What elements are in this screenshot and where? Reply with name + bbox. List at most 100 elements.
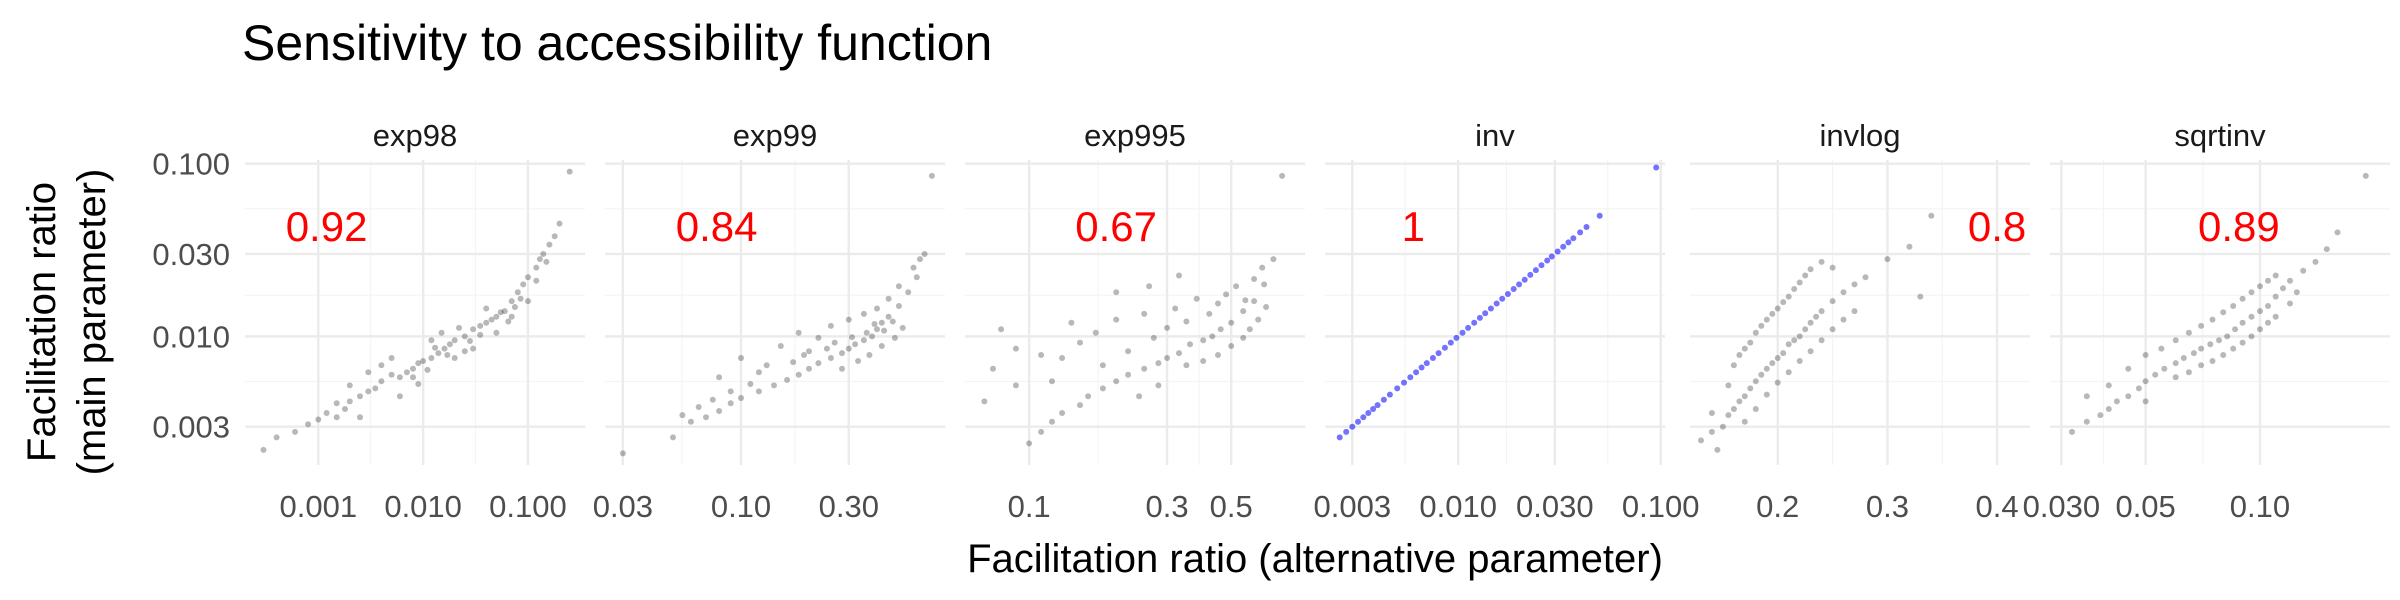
data-point <box>1172 305 1179 312</box>
data-point <box>1813 313 1820 320</box>
data-point <box>1752 378 1759 385</box>
correlation-label-exp98: 0.92 <box>286 203 368 250</box>
data-point <box>2185 369 2192 376</box>
data-point <box>1113 289 1120 296</box>
data-point <box>388 355 395 361</box>
data-point <box>1785 293 1792 300</box>
data-point <box>1725 412 1732 419</box>
data-point <box>1791 286 1798 292</box>
data-point <box>470 326 477 333</box>
data-point <box>881 327 888 334</box>
data-point <box>695 404 702 410</box>
data-point <box>357 393 363 400</box>
data-point <box>1228 343 1235 349</box>
data-point <box>1708 410 1715 416</box>
data-point <box>435 350 442 357</box>
data-point <box>2248 313 2255 320</box>
data-point <box>2265 277 2271 284</box>
data-point <box>396 374 403 381</box>
data-point <box>566 168 573 175</box>
data-point <box>827 355 834 361</box>
data-point <box>2220 352 2227 358</box>
data-point <box>1155 360 1162 367</box>
data-point <box>1719 423 1726 430</box>
data-point <box>849 334 855 341</box>
data-point <box>2198 345 2205 352</box>
x-tick-label: 0.30 <box>819 489 879 524</box>
data-point <box>2257 283 2263 290</box>
data-point <box>2300 267 2307 274</box>
data-point <box>738 355 744 361</box>
data-point <box>1077 339 1083 346</box>
data-point <box>2280 285 2286 292</box>
data-point <box>2287 277 2293 284</box>
data-point <box>1441 344 1448 351</box>
data-point <box>1355 418 1361 425</box>
data-point <box>885 295 892 302</box>
data-point <box>2083 393 2090 400</box>
y-axis-title-line-1: Facilitation ratio <box>20 182 64 462</box>
facet-label-exp98: exp98 <box>373 118 457 153</box>
data-point <box>790 359 797 366</box>
data-point <box>703 414 709 421</box>
data-point <box>1077 402 1083 409</box>
data-point <box>1527 271 1534 278</box>
data-point <box>827 322 834 329</box>
data-point <box>1240 334 1247 341</box>
data-point <box>2239 339 2246 346</box>
data-point <box>1577 229 1584 236</box>
data-point <box>1532 267 1539 274</box>
data-point <box>1829 326 1836 333</box>
x-tick-label: 0.2 <box>1756 489 1799 524</box>
data-point <box>451 337 458 344</box>
data-point <box>727 400 734 407</box>
data-point <box>1059 410 1066 416</box>
correlation-label-exp995: 0.67 <box>1075 203 1157 250</box>
data-point <box>2097 412 2104 419</box>
data-point <box>2158 345 2165 352</box>
data-point <box>305 421 312 428</box>
data-point <box>536 256 543 263</box>
chart-panels: exp98 0.001 0.010 0.100 0.92 exp99 0.03 0.10 0.3… <box>245 118 2390 524</box>
data-point <box>1548 253 1555 260</box>
data-point <box>1099 385 1106 392</box>
panel-inv: inv 0.003 0.010 0.030 0.100 1 <box>1313 118 1699 524</box>
data-point <box>1141 310 1148 317</box>
data-point <box>1374 402 1381 409</box>
data-point <box>477 322 484 329</box>
data-point <box>1429 355 1436 361</box>
data-point <box>2362 172 2369 179</box>
data-point <box>1370 406 1377 412</box>
data-point <box>273 434 280 441</box>
data-point <box>505 318 512 325</box>
data-point <box>2334 229 2341 236</box>
data-point <box>342 406 348 412</box>
data-point <box>1209 333 1216 340</box>
data-point <box>1049 378 1055 385</box>
data-point <box>1741 418 1748 425</box>
data-point <box>795 371 802 378</box>
data-point <box>2105 382 2112 389</box>
data-point <box>869 333 875 340</box>
data-point <box>1560 243 1567 250</box>
data-point <box>1141 365 1148 372</box>
data-point <box>1200 337 1207 344</box>
data-point <box>871 321 878 327</box>
data-point <box>2161 365 2168 372</box>
data-point <box>839 365 845 372</box>
data-point <box>2069 428 2075 435</box>
data-point <box>1752 406 1759 412</box>
data-point <box>1263 304 1270 310</box>
data-point <box>1242 297 1249 304</box>
data-point <box>1206 310 1213 317</box>
x-tick-label: 0.4 <box>1976 489 2019 524</box>
data-point <box>2230 345 2237 352</box>
data-point <box>346 382 353 389</box>
data-point <box>2293 289 2300 296</box>
data-point <box>1504 291 1511 297</box>
data-point <box>1829 264 1836 271</box>
data-point <box>1423 360 1430 367</box>
data-point <box>441 345 448 352</box>
data-point <box>895 283 902 290</box>
x-tick-label: 0.3 <box>1866 489 1909 524</box>
